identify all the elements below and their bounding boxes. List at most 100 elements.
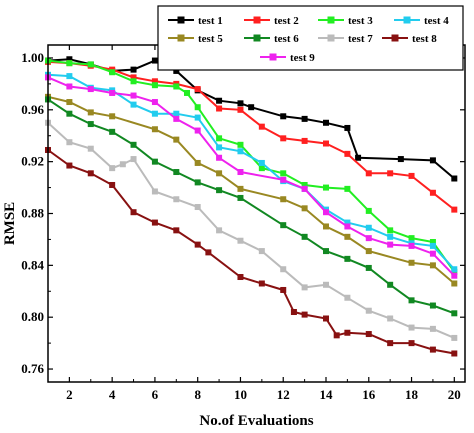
y-tick-label: 0.76 xyxy=(21,361,44,376)
data-point xyxy=(301,181,308,188)
data-point xyxy=(66,162,73,169)
data-point xyxy=(301,185,308,192)
data-point xyxy=(258,159,265,166)
data-point xyxy=(451,206,458,213)
legend-marker xyxy=(177,34,185,42)
data-point xyxy=(130,156,137,163)
data-point xyxy=(365,207,372,214)
data-point xyxy=(365,235,372,242)
data-point xyxy=(344,185,351,192)
data-point xyxy=(429,242,436,249)
x-tick-label: 20 xyxy=(448,387,461,402)
axes-layer: 0.76 0.80 0.84 0.88 0.92 0.96 1.00 2 4 6 8 10 12 14 16… xyxy=(2,44,466,429)
data-point xyxy=(280,176,287,183)
data-point xyxy=(151,99,158,106)
data-point xyxy=(301,115,308,122)
x-tick-label: 16 xyxy=(362,387,376,402)
legend-label: test 7 xyxy=(348,33,373,45)
data-point xyxy=(280,266,287,273)
data-point xyxy=(301,137,308,144)
data-point xyxy=(323,119,329,126)
legend-label: test 6 xyxy=(274,33,299,45)
data-point xyxy=(194,104,201,111)
data-point xyxy=(87,86,94,93)
legend-marker xyxy=(269,53,277,61)
data-point xyxy=(429,239,436,246)
x-tick-label: 6 xyxy=(152,387,159,402)
x-tick-label: 8 xyxy=(194,387,201,402)
data-point xyxy=(323,281,329,288)
data-point xyxy=(216,154,223,161)
legend-box xyxy=(157,5,464,71)
data-point xyxy=(408,172,415,179)
data-point xyxy=(387,170,394,177)
data-point xyxy=(408,324,415,331)
series-line xyxy=(47,60,455,211)
data-point xyxy=(66,99,73,106)
legend-label: test 8 xyxy=(412,33,437,45)
legend-marker xyxy=(253,16,261,24)
data-point xyxy=(429,325,436,332)
data-point xyxy=(280,135,287,142)
legend-item-test-5: test 5 xyxy=(168,33,223,45)
data-point xyxy=(344,255,351,262)
x-tick-label: 12 xyxy=(277,387,290,402)
series-test-5 xyxy=(45,93,458,287)
data-point xyxy=(451,280,458,287)
legend-label: test 1 xyxy=(198,15,223,27)
data-point xyxy=(130,78,137,85)
data-point xyxy=(344,223,351,230)
series-test-6 xyxy=(45,96,458,317)
legend-label: test 5 xyxy=(198,33,223,45)
data-point xyxy=(173,136,180,143)
data-point xyxy=(323,248,329,255)
data-point xyxy=(344,219,351,226)
data-point xyxy=(333,332,340,339)
data-point xyxy=(429,346,436,353)
series-test-9 xyxy=(45,74,458,279)
data-point xyxy=(237,169,244,176)
data-point xyxy=(258,165,265,172)
data-point xyxy=(194,114,201,121)
data-point xyxy=(130,141,137,148)
legend-item-test-4: test 4 xyxy=(394,15,449,27)
x-tick-label: 14 xyxy=(320,387,334,402)
data-point xyxy=(130,66,137,73)
legend-label: test 2 xyxy=(274,15,299,27)
data-point xyxy=(151,110,158,117)
data-point xyxy=(184,89,190,96)
x-tick-label: 2 xyxy=(66,387,73,402)
data-point xyxy=(344,233,351,240)
data-point xyxy=(173,67,180,74)
data-point xyxy=(109,89,116,96)
data-point xyxy=(323,315,329,322)
data-point xyxy=(237,194,244,201)
data-point xyxy=(408,242,415,249)
data-point xyxy=(323,223,329,230)
data-point xyxy=(130,101,137,108)
data-point xyxy=(387,227,394,234)
data-point xyxy=(173,83,180,90)
data-point xyxy=(248,104,255,111)
data-point xyxy=(301,311,308,318)
data-point xyxy=(451,350,458,357)
data-point xyxy=(151,57,158,64)
data-point xyxy=(194,204,201,211)
data-point xyxy=(237,237,244,244)
data-point xyxy=(280,222,287,229)
data-point xyxy=(301,284,308,291)
data-point xyxy=(87,121,94,128)
data-point xyxy=(387,241,394,248)
data-point xyxy=(66,139,73,146)
data-point xyxy=(66,110,73,117)
x-tick-label: 4 xyxy=(109,387,116,402)
legend-marker xyxy=(327,16,335,24)
data-point xyxy=(365,307,372,314)
legend-label: test 3 xyxy=(348,15,373,27)
data-point xyxy=(151,188,158,195)
series-test-2 xyxy=(45,58,458,213)
data-point xyxy=(387,281,394,288)
data-point xyxy=(173,196,180,203)
data-point xyxy=(130,74,137,81)
data-point xyxy=(194,159,201,166)
